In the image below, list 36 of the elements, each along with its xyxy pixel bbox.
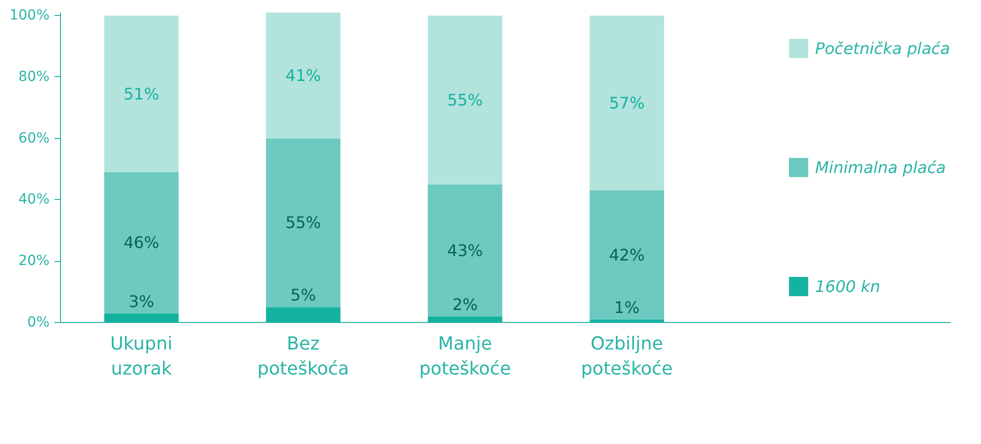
text: 5%: [290, 286, 316, 305]
x-tick-label: Ozbiljne poteškoće: [581, 334, 673, 380]
legend-label: 1600 kn: [815, 276, 880, 296]
text: 41%: [285, 66, 322, 85]
y-tick-label: 40%: [18, 192, 50, 208]
text: 55%: [285, 213, 322, 232]
x-tick-label: Manje poteškoće: [419, 334, 511, 380]
text: 43%: [447, 240, 483, 260]
y-tick-label: 100%: [9, 8, 50, 24]
bar: [104, 16, 179, 172]
bar: [428, 16, 502, 184]
text: 57%: [609, 94, 645, 113]
legend-label: Početnička plaća: [815, 38, 950, 58]
legend-label: Minimalna plaća: [815, 158, 946, 176]
bar: [104, 313, 179, 322]
x-tick-label: Ukupni uzorak: [110, 334, 173, 380]
text: 42%: [609, 245, 645, 264]
bar: [428, 184, 502, 316]
text: 46%: [124, 233, 160, 252]
y-tick-label: 20%: [18, 253, 50, 270]
y-tick-label: 0%: [27, 314, 50, 330]
text: 2%: [452, 294, 478, 314]
bar: [266, 138, 340, 308]
text: 51%: [124, 84, 160, 104]
bar: [266, 12, 340, 138]
text: 1%: [614, 298, 640, 317]
bar: [104, 172, 179, 314]
bar: [590, 16, 664, 191]
bar: [590, 190, 664, 320]
y-tick-label: 80%: [18, 68, 50, 85]
text: 3%: [128, 292, 154, 311]
bar: [428, 316, 502, 322]
y-tick-label: 60%: [18, 130, 50, 146]
bar: [266, 307, 340, 322]
text: 55%: [447, 90, 483, 110]
x-tick-label: Bez poteškoća: [257, 334, 350, 380]
